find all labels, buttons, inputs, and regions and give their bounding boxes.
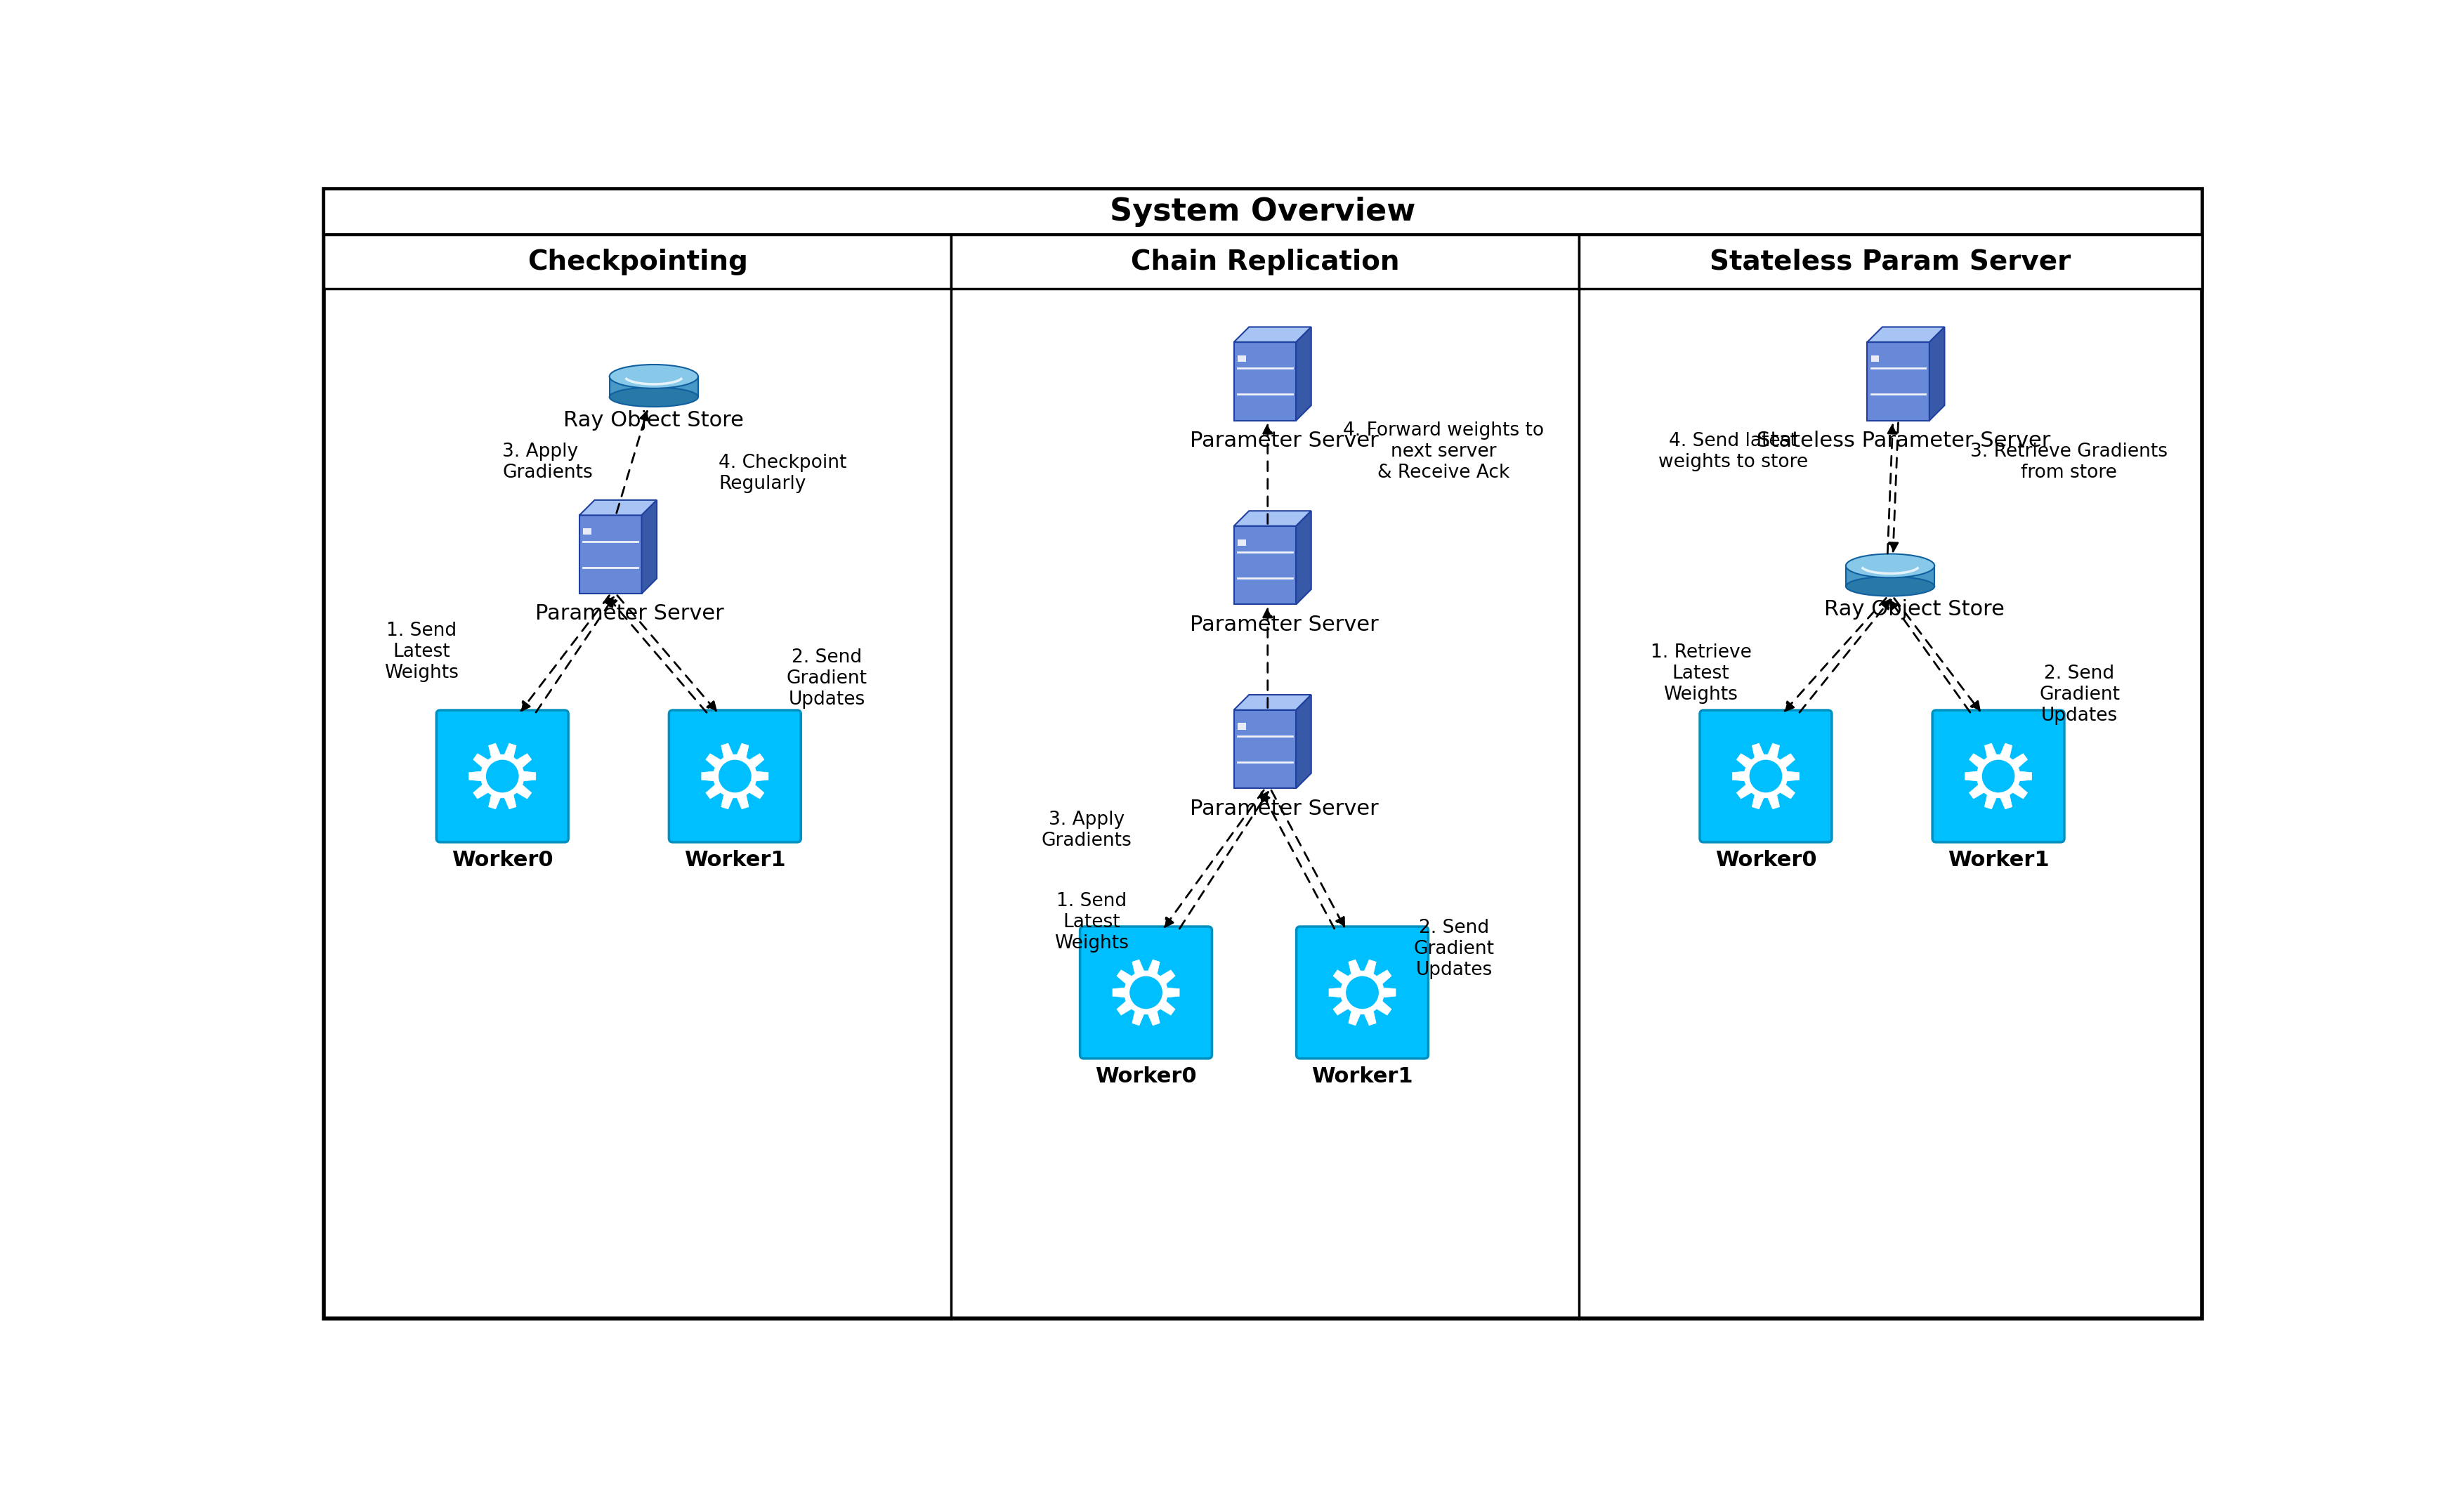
FancyBboxPatch shape [1296,927,1429,1058]
Polygon shape [1296,695,1311,788]
Text: 1. Send
Latest
Weights: 1. Send Latest Weights [1055,892,1129,952]
Polygon shape [1234,342,1296,421]
Text: Parameter Server: Parameter Server [535,604,724,624]
Ellipse shape [609,364,697,388]
Circle shape [493,768,510,785]
Text: Checkpointing: Checkpointing [527,249,747,275]
Text: Worker1: Worker1 [685,850,786,870]
Ellipse shape [1846,576,1934,597]
Ellipse shape [609,388,697,407]
Text: Worker0: Worker0 [451,850,552,870]
Text: Stateless Parameter Server: Stateless Parameter Server [1757,431,2050,451]
Text: 1. Retrieve
Latest
Weights: 1. Retrieve Latest Weights [1651,643,1752,704]
Text: 1. Send
Latest
Weights: 1. Send Latest Weights [384,622,458,682]
Text: 3. Apply
Gradients: 3. Apply Gradients [503,443,594,482]
FancyBboxPatch shape [1579,234,2203,289]
Text: Worker0: Worker0 [1094,1067,1198,1086]
Text: System Overview: System Overview [1109,197,1417,227]
Text: 4. Forward weights to
next server
& Receive Ack: 4. Forward weights to next server & Rece… [1343,421,1545,482]
Circle shape [1343,974,1380,1012]
Polygon shape [1296,327,1311,421]
FancyBboxPatch shape [1079,927,1212,1058]
Circle shape [1757,768,1774,785]
FancyBboxPatch shape [323,234,951,289]
Polygon shape [1846,565,1934,586]
Polygon shape [641,500,658,594]
Circle shape [1129,974,1165,1012]
Text: Parameter Server: Parameter Server [1190,798,1377,819]
Text: 4. Send latest
weights to store: 4. Send latest weights to store [1658,433,1809,471]
Polygon shape [1870,355,1880,361]
Polygon shape [1732,743,1799,809]
Polygon shape [579,515,641,594]
Circle shape [727,768,744,785]
Circle shape [1979,758,2018,795]
Text: Worker1: Worker1 [1947,850,2050,870]
Circle shape [1991,768,2006,785]
Text: Chain Replication: Chain Replication [1131,249,1400,275]
Polygon shape [1237,724,1247,730]
Circle shape [717,758,754,795]
Text: Stateless Param Server: Stateless Param Server [1710,249,2070,275]
Text: Ray Object Store: Ray Object Store [564,410,744,431]
Ellipse shape [1846,554,1934,577]
Polygon shape [1237,355,1247,361]
Polygon shape [468,743,535,809]
Polygon shape [1868,342,1929,421]
Polygon shape [1234,527,1296,604]
Text: 3. Retrieve Gradients
from store: 3. Retrieve Gradients from store [1971,443,2168,482]
Polygon shape [1296,510,1311,604]
Polygon shape [1234,510,1311,527]
Polygon shape [1234,695,1311,710]
Polygon shape [579,500,658,515]
Polygon shape [1114,959,1180,1025]
Polygon shape [1964,743,2033,809]
Polygon shape [1234,327,1311,342]
Polygon shape [1328,959,1395,1025]
Text: Parameter Server: Parameter Server [1190,431,1377,451]
Circle shape [1138,985,1156,1001]
Text: 2. Send
Gradient
Updates: 2. Send Gradient Updates [1414,919,1496,979]
Text: Worker1: Worker1 [1311,1067,1414,1086]
Circle shape [483,758,520,795]
FancyBboxPatch shape [951,234,1579,289]
Text: 3. Apply
Gradients: 3. Apply Gradients [1042,810,1131,850]
Circle shape [1353,985,1370,1001]
Text: Parameter Server: Parameter Server [1190,615,1377,636]
Polygon shape [1234,710,1296,788]
Text: 2. Send
Gradient
Updates: 2. Send Gradient Updates [786,649,867,709]
FancyBboxPatch shape [323,189,2203,234]
Text: 2. Send
Gradient
Updates: 2. Send Gradient Updates [2040,665,2119,725]
Polygon shape [609,376,697,397]
Polygon shape [702,743,769,809]
Circle shape [1747,758,1784,795]
Text: Ray Object Store: Ray Object Store [1823,600,2006,619]
FancyBboxPatch shape [668,710,801,841]
FancyBboxPatch shape [323,189,2203,1317]
Polygon shape [1929,327,1944,421]
FancyBboxPatch shape [436,710,569,841]
Polygon shape [1868,327,1944,342]
Text: Worker0: Worker0 [1715,850,1816,870]
Text: 4. Checkpoint
Regularly: 4. Checkpoint Regularly [719,454,848,492]
Polygon shape [584,528,591,534]
FancyBboxPatch shape [1700,710,1831,841]
Polygon shape [1237,539,1247,546]
FancyBboxPatch shape [1932,710,2065,841]
